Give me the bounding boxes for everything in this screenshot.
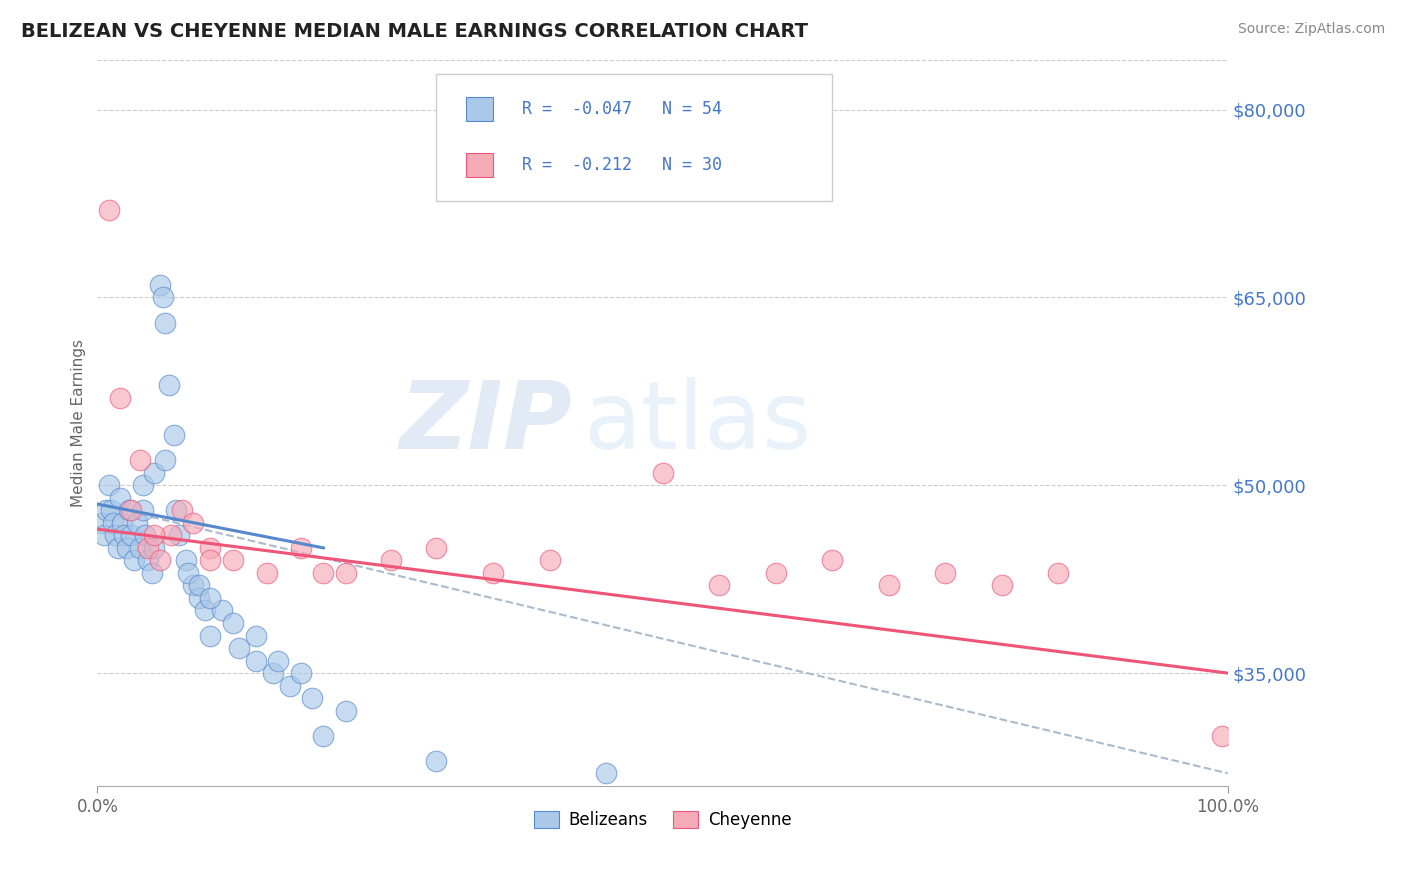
Point [100,503,122,517]
Point [97,202,120,217]
Point [877,578,900,592]
Y-axis label: Median Male Earnings: Median Male Earnings [72,339,86,507]
Text: ZIP: ZIP [399,376,572,468]
Point [157,378,180,392]
Point [821,553,844,567]
Point [301,691,323,706]
Point [256,566,278,580]
Point [245,654,267,668]
Point [129,453,152,467]
Point [166,503,188,517]
Point [108,391,131,405]
FancyBboxPatch shape [465,153,492,177]
Point [104,528,127,542]
Point [90,516,112,530]
Point [115,541,138,555]
Point [152,291,174,305]
Point [380,553,402,567]
Point [97,478,120,492]
Point [120,528,142,542]
Point [335,704,357,718]
Point [142,466,165,480]
Point [148,553,170,567]
Point [125,516,148,530]
Point [267,654,290,668]
Point [108,491,131,505]
Text: Source: ZipAtlas.com: Source: ZipAtlas.com [1237,22,1385,37]
Point [482,566,505,580]
Point [122,553,145,567]
Text: BELIZEAN VS CHEYENNE MEDIAN MALE EARNINGS CORRELATION CHART: BELIZEAN VS CHEYENNE MEDIAN MALE EARNING… [21,22,808,41]
Point [131,503,153,517]
Point [194,603,217,617]
Point [425,754,447,768]
Point [118,503,141,517]
Point [131,478,153,492]
Point [990,578,1012,592]
Point [172,503,194,517]
Point [136,541,159,555]
Point [148,277,170,292]
Point [222,615,245,630]
Point [651,466,673,480]
Text: R =  -0.047   N = 54: R = -0.047 N = 54 [523,100,723,118]
Point [141,566,163,580]
Point [183,578,205,592]
Point [425,541,447,555]
Point [1047,566,1070,580]
Point [96,503,118,517]
Point [278,679,301,693]
Point [136,553,159,567]
Point [934,566,956,580]
Point [129,541,152,555]
Point [188,591,211,605]
Point [1211,729,1233,743]
Point [290,666,312,681]
Point [312,729,335,743]
Point [177,566,200,580]
Point [134,528,156,542]
Point [174,553,197,567]
Point [245,628,267,642]
Point [101,516,124,530]
Point [142,541,165,555]
Point [312,566,335,580]
Point [228,641,250,656]
Text: R =  -0.212   N = 30: R = -0.212 N = 30 [523,156,723,174]
Point [111,516,134,530]
Point [183,516,205,530]
FancyBboxPatch shape [465,97,492,120]
Point [222,553,245,567]
Point [159,528,181,542]
Point [188,578,211,592]
Point [262,666,284,681]
Point [335,566,357,580]
Point [107,541,129,555]
Legend: Belizeans, Cheyenne: Belizeans, Cheyenne [527,804,799,836]
Point [538,553,561,567]
Point [765,566,787,580]
Point [153,453,176,467]
Point [211,603,233,617]
Point [290,541,312,555]
Point [120,503,142,517]
Point [200,591,222,605]
Point [200,553,222,567]
Point [707,578,730,592]
Point [114,528,136,542]
Point [167,528,190,542]
Point [153,316,176,330]
Point [595,766,617,780]
Point [200,541,222,555]
FancyBboxPatch shape [436,74,832,202]
Point [93,528,115,542]
Point [200,628,222,642]
Text: atlas: atlas [583,376,811,468]
Point [163,428,186,442]
Point [142,528,165,542]
